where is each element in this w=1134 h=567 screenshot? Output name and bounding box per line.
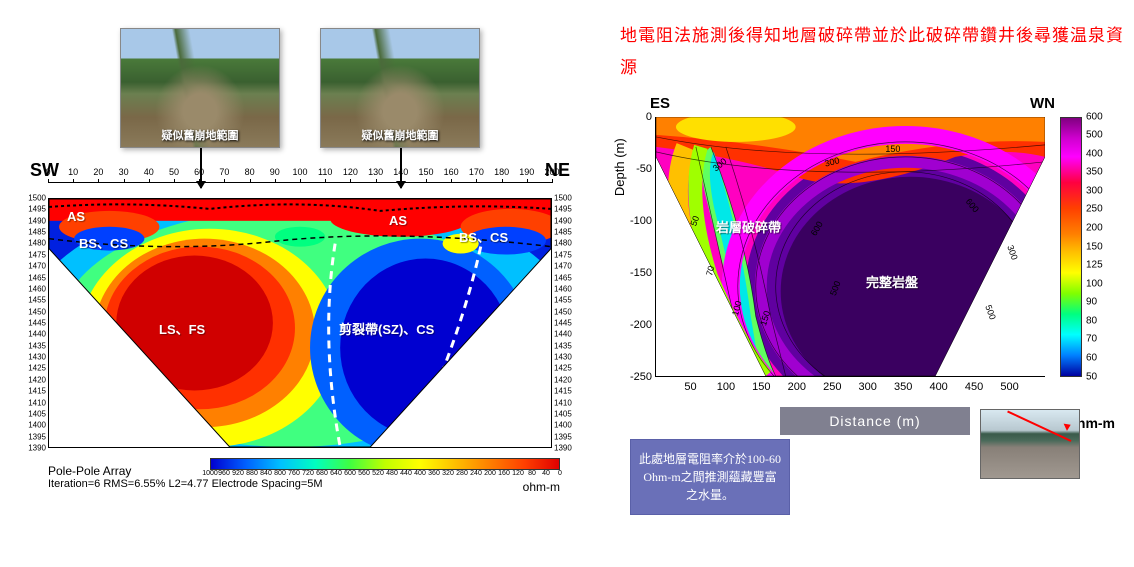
right-headline: 地電阻法施測後得知地層破碎帶並於此破碎帶鑽井後尋獲温泉資源 xyxy=(620,20,1124,85)
left-y-axis-left: 1500149514901485148014751470146514601455… xyxy=(20,198,48,448)
distance-axis-label: Distance (m) xyxy=(780,407,970,435)
svg-text:300: 300 xyxy=(1005,243,1020,260)
annot-as-1: AS xyxy=(67,209,85,224)
x-tick-label: 10 xyxy=(68,167,78,177)
x-tick-label: 20 xyxy=(93,167,103,177)
right-contour-svg: 50 70 100 150 300 300 150 500 600 600 50… xyxy=(656,117,1045,376)
annot-bscs-1: BS、CS xyxy=(79,233,128,252)
x-tick-label: 200 xyxy=(544,167,559,177)
x-tick-label: 0 xyxy=(45,167,50,177)
svg-text:500: 500 xyxy=(983,303,998,320)
left-panel: 疑似舊崩地範圍 疑似舊崩地範圍 SW NE 010203040506070809… xyxy=(0,0,600,567)
x-tick-label: 130 xyxy=(368,167,383,177)
x-tick-label: 100 xyxy=(292,167,307,177)
x-tick-label: 30 xyxy=(119,167,129,177)
photo-row: 疑似舊崩地範圍 疑似舊崩地範圍 xyxy=(120,28,480,148)
x-tick-label: 120 xyxy=(343,167,358,177)
x-tick-label: 90 xyxy=(270,167,280,177)
right-colorbar xyxy=(1060,117,1082,377)
annot-intact-rock: 完整岩盤 xyxy=(866,272,918,291)
direction-wn: WN xyxy=(1030,95,1055,112)
photo-caption-2: 疑似舊崩地範圍 xyxy=(321,127,479,143)
x-tick-label: 180 xyxy=(494,167,509,177)
left-y-axis-right: 1500149514901485148014751470146514601455… xyxy=(552,198,580,448)
site-photo-2: 疑似舊崩地範圍 xyxy=(320,28,480,148)
left-colorbar-gradient xyxy=(210,458,560,470)
x-tick-label: 50 xyxy=(169,167,179,177)
annot-fracture-zone: 岩層破碎帶 xyxy=(716,217,781,236)
right-plot-area: 50 70 100 150 300 300 150 500 600 600 50… xyxy=(655,117,1045,377)
direction-es: ES xyxy=(650,95,670,112)
left-colorbar-ticks: 1000960920880840800760720680640600560520… xyxy=(210,470,560,480)
site-photo-1: 疑似舊崩地範圍 xyxy=(120,28,280,148)
x-tick-label: 150 xyxy=(418,167,433,177)
x-tick-label: 190 xyxy=(519,167,534,177)
annot-bscs-2: BS、CS xyxy=(459,227,508,246)
photo-caption-1: 疑似舊崩地範圍 xyxy=(121,127,279,143)
right-y-label: Depth (m) xyxy=(612,138,627,196)
left-colorbar: 1000960920880840800760720680640600560520… xyxy=(210,458,560,492)
annot-lsfs: LS、FS xyxy=(159,319,205,338)
x-tick-label: 60 xyxy=(194,167,204,177)
left-x-axis: 0102030405060708090100110120130140150160… xyxy=(48,182,552,196)
x-tick-label: 70 xyxy=(219,167,229,177)
x-tick-label: 80 xyxy=(245,167,255,177)
svg-text:150: 150 xyxy=(885,143,900,153)
right-panel: 地電阻法施測後得知地層破碎帶並於此破碎帶鑽井後尋獲温泉資源 ES WN Dept… xyxy=(600,0,1134,567)
x-tick-label: 170 xyxy=(469,167,484,177)
x-tick-label: 40 xyxy=(144,167,154,177)
x-tick-label: 160 xyxy=(444,167,459,177)
x-tick-label: 110 xyxy=(318,167,332,177)
mini-site-photo xyxy=(980,409,1080,479)
callout-box: 此處地層電阻率介於100-60 Ohm-m之間推測蘊藏豐富之水量。 xyxy=(630,439,790,515)
annot-shear: 剪裂帶(SZ)、CS xyxy=(339,319,434,338)
right-chart: ES WN Depth (m) 0-50-100-150-200-250 501… xyxy=(610,95,1120,475)
annot-as-2: AS xyxy=(389,213,407,228)
left-plot-area: AS AS BS、CS BS、CS LS、FS 剪裂帶(SZ)、CS xyxy=(48,198,552,448)
x-tick-label: 140 xyxy=(393,167,408,177)
left-colorbar-unit: ohm-m xyxy=(523,480,560,494)
